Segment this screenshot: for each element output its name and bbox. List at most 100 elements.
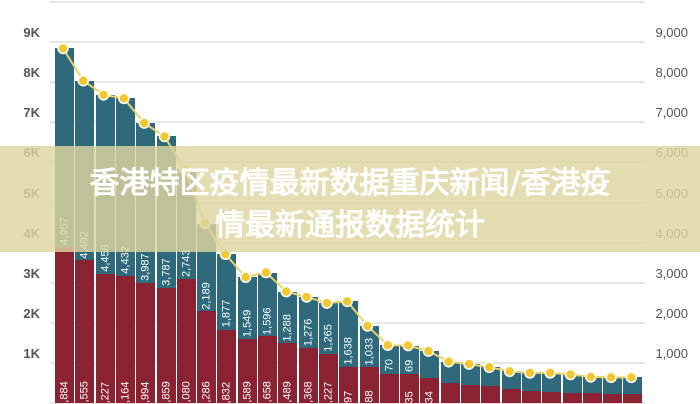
bar-segment-top: 1,288 <box>278 291 298 344</box>
gridline <box>50 281 645 284</box>
left-axis-tick: 8K <box>23 65 40 81</box>
bar-segment-top: 1,549 <box>237 277 257 340</box>
line-point <box>402 339 414 352</box>
bar-segment-bottom <box>501 388 521 403</box>
left-axis-tick: 3K <box>23 265 40 281</box>
bar-segment-bottom <box>440 382 460 403</box>
bar-segment-top: 1,638 <box>339 301 359 368</box>
bar: 1,033 88 <box>359 325 379 403</box>
line-point <box>422 345 435 357</box>
bar-segment-top: 70 <box>379 345 399 374</box>
bar: 1,549,589 <box>237 277 257 403</box>
bar-segment-bottom <box>379 373 399 403</box>
bar-segment-top: 1,033 <box>359 325 379 368</box>
bar: 1,276,368 <box>298 296 318 403</box>
bar: 1,288,489 <box>278 291 298 403</box>
bar <box>461 364 480 403</box>
bar-segment-bottom: ,368 <box>298 348 318 403</box>
line-point <box>605 371 617 384</box>
bar-segment-bottom <box>461 384 480 403</box>
bar <box>440 361 460 403</box>
line-point <box>625 371 638 384</box>
bar-segment-bottom: 35 <box>400 373 420 403</box>
line-point <box>341 295 353 308</box>
line-point <box>57 42 69 55</box>
bar-segment-top <box>440 361 460 383</box>
line-point <box>382 339 394 351</box>
line-point <box>503 365 516 378</box>
bar: 34 <box>420 351 440 403</box>
line-point <box>361 320 374 332</box>
bar-segment-bottom: ,080 <box>176 279 196 403</box>
bar: 1,638 97 <box>339 301 359 403</box>
gridline <box>50 121 645 124</box>
title-line-1: 香港特区疫情最新数据重庆新闻/香港疫 <box>89 166 611 201</box>
right-axis-tick: 9,000 <box>655 25 688 41</box>
bar-segment-top: 1,276 <box>298 296 318 349</box>
line-point <box>118 92 130 105</box>
bar-segment-bottom: 97 <box>339 367 359 403</box>
line-point <box>260 266 272 279</box>
line-point <box>463 358 475 370</box>
right-axis-tick: 3,000 <box>655 265 688 281</box>
bar-segment-top: 1,265 <box>318 303 338 354</box>
line-point <box>300 291 313 303</box>
bar-segment-bottom <box>603 393 623 403</box>
line-point <box>158 130 171 143</box>
bar-segment-top: 69 <box>400 345 420 374</box>
bar-segment-bottom: ,489 <box>278 343 298 403</box>
right-axis-tick: 7,000 <box>655 105 688 121</box>
line-point <box>524 367 536 379</box>
line-point <box>280 285 293 298</box>
bar-segment-bottom: ,658 <box>258 336 277 403</box>
bar-segment-bottom: ,227 <box>318 353 338 403</box>
bar: 1,265,227 <box>318 303 338 403</box>
bar-segment-bottom <box>562 392 582 403</box>
bar-segment-bottom: ,555 <box>75 260 95 403</box>
bar-segment-bottom: ,994 <box>136 282 156 403</box>
right-axis-tick: 1,000 <box>655 345 688 361</box>
bar-segment-bottom <box>481 386 501 403</box>
bar: 69 35 <box>400 345 420 403</box>
gridline <box>50 41 645 44</box>
bar-segment-bottom: ,164 <box>115 276 135 403</box>
left-axis-tick: 1K <box>23 345 40 361</box>
gridline <box>50 0 645 3</box>
title-line-2: 情最新通报数据统计 <box>215 208 485 243</box>
line-point <box>564 368 577 381</box>
bar-segment-bottom: 34 <box>420 377 440 403</box>
line-point <box>77 74 90 87</box>
bar-segment-bottom: 88 <box>359 367 379 403</box>
right-axis-tick: 8,000 <box>655 65 688 81</box>
bar-segment-top: 1,596 <box>258 272 277 337</box>
bar-segment-bottom: ,832 <box>217 329 237 403</box>
line-point <box>321 297 333 309</box>
bar: 70 <box>379 345 399 403</box>
bar-segment-top <box>461 364 480 385</box>
line-point <box>138 117 150 129</box>
title-banner <box>0 146 700 252</box>
bar-segment-bottom <box>582 393 602 403</box>
line-point <box>239 271 252 283</box>
right-axis-tick: 2,000 <box>655 305 688 321</box>
bar-segment-top: 1,877 <box>217 254 237 330</box>
line-point <box>585 371 597 383</box>
line-point <box>544 367 556 379</box>
line-point <box>97 89 110 101</box>
left-axis-tick: 2K <box>23 305 40 321</box>
bar-segment-top <box>420 351 440 378</box>
bar: 1,877,832 <box>217 254 237 403</box>
line-point <box>483 361 496 374</box>
bar-segment-bottom: ,589 <box>237 339 257 403</box>
left-axis-tick: 9K <box>23 25 40 41</box>
bar-segment-bottom: ,884 <box>55 247 74 403</box>
line-point <box>442 355 455 368</box>
bar-segment-bottom: ,859 <box>156 288 176 403</box>
gridline <box>50 81 645 84</box>
left-axis-tick: 7K <box>23 105 40 121</box>
bar-segment-bottom <box>623 394 643 403</box>
bar-segment-bottom: ,227 <box>95 273 115 403</box>
bar-segment-bottom <box>542 391 562 403</box>
bar: 1,596,658 <box>258 272 277 403</box>
bar-segment-bottom: ,286 <box>197 311 217 403</box>
